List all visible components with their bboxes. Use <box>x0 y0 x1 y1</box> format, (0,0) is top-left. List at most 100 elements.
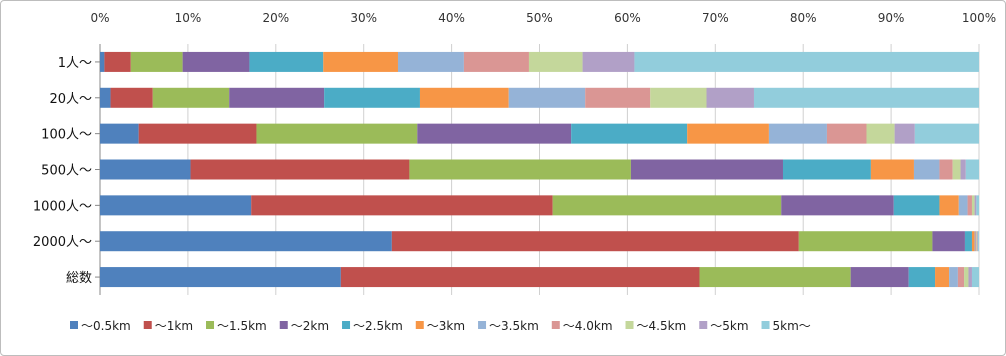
bar-segment <box>571 123 688 144</box>
bar-segment <box>582 51 635 72</box>
x-tick-label: 10% <box>175 11 202 25</box>
bar-segment <box>190 159 410 180</box>
bar-segment <box>256 123 418 144</box>
x-tick-label: 40% <box>438 11 465 25</box>
bar-segment <box>324 87 420 108</box>
bar-segment <box>251 195 553 216</box>
bar-segment <box>630 159 783 180</box>
legend-item: ～5km <box>699 319 749 333</box>
legend-swatch <box>206 321 215 329</box>
category-label: 1人～ <box>58 56 92 71</box>
x-axis-tick-labels: 0% 10% 20% 30% 40% 50% 60% 70% 80% 90% 100% <box>90 11 996 25</box>
bar-segment <box>419 87 509 108</box>
bar-segment <box>949 267 958 288</box>
bar-segment <box>939 159 953 180</box>
x-tick-label: 20% <box>262 11 289 25</box>
bar-segment <box>976 195 979 216</box>
legend-swatch <box>415 321 424 329</box>
bar-segment <box>908 267 936 288</box>
legend-label: 5km～ <box>773 319 811 333</box>
category-label: 1000人～ <box>33 199 92 214</box>
bar-segment <box>391 231 799 252</box>
category-label: 100人～ <box>41 128 92 143</box>
legend-item: ～2.5km <box>342 319 403 333</box>
legend-label: ～5km <box>710 319 748 333</box>
legend-item: ～1km <box>143 319 193 333</box>
bar-segment <box>340 267 700 288</box>
legend-swatch <box>761 321 770 329</box>
legend-item: 5km～ <box>761 319 811 333</box>
bar-segment <box>913 159 940 180</box>
legend-swatch <box>279 321 288 329</box>
bar-segment <box>249 51 324 72</box>
bar-segment <box>138 123 257 144</box>
legend-label: ～3.5km <box>489 319 539 333</box>
bar-segment <box>768 123 827 144</box>
legend-swatch <box>143 321 152 329</box>
legend-item: ～2km <box>279 319 329 333</box>
bar-segment <box>965 159 979 180</box>
legend-item: ～0.5km <box>70 319 131 333</box>
bar-segment <box>634 51 979 72</box>
bar-segment <box>782 159 871 180</box>
x-tick-label: 90% <box>878 11 905 25</box>
bar-segment <box>650 87 707 108</box>
bar-segment <box>964 267 969 288</box>
legend-item: ～3km <box>415 319 465 333</box>
bar-segment <box>100 195 252 216</box>
bar-segment <box>870 159 914 180</box>
bar-segment <box>971 267 979 288</box>
bar-segment <box>798 231 933 252</box>
bar-segment <box>699 267 851 288</box>
x-tick-label: 80% <box>790 11 817 25</box>
legend-label: ～4.0km <box>563 319 613 333</box>
bar-segment <box>976 231 978 252</box>
x-tick-label: 50% <box>526 11 553 25</box>
bar-segment <box>687 123 769 144</box>
legend-label: ～1km <box>155 319 193 333</box>
bar-segment <box>585 87 651 108</box>
bar-segment <box>100 123 139 144</box>
bar-segment <box>706 87 754 108</box>
legend-item: ～3.5km <box>478 319 539 333</box>
bar-segment <box>935 267 950 288</box>
bar-segment <box>971 195 975 216</box>
bar-segment <box>409 159 631 180</box>
bar-segment <box>508 87 586 108</box>
bar-segment <box>100 159 191 180</box>
bar-segment <box>894 123 915 144</box>
legend-swatch <box>342 321 351 329</box>
bar-segment <box>975 231 977 252</box>
legend-label: ～2km <box>291 319 329 333</box>
bar-segment <box>323 51 398 72</box>
x-tick-label: 70% <box>702 11 729 25</box>
legend-label: ～1.5km <box>217 319 267 333</box>
legend-swatch <box>70 321 78 329</box>
bar-segment <box>397 51 464 72</box>
legend-item: ～4.5km <box>625 319 686 333</box>
bar-segment <box>893 195 940 216</box>
x-tick-label: 0% <box>90 11 109 25</box>
legend-swatch <box>551 321 560 329</box>
bar-segment <box>100 231 392 252</box>
category-label: 20人～ <box>49 92 92 107</box>
legend-label: ～0.5km <box>81 319 131 333</box>
bar-segment <box>932 231 965 252</box>
bar-segment <box>974 231 976 252</box>
bar-segment <box>781 195 894 216</box>
legend-swatch <box>625 321 634 329</box>
legend-item: ～4.0km <box>551 319 613 333</box>
x-tick-label: 30% <box>350 11 377 25</box>
legend: ～0.5km ～1km ～1.5km ～2km ～2.5km ～3km ～3.5km ～4.0… <box>70 319 811 333</box>
bar-segment <box>967 195 972 216</box>
legend-label: ～2.5km <box>353 319 403 333</box>
category-label: 500人～ <box>41 164 92 179</box>
bar-segment <box>130 51 183 72</box>
bar-segment <box>850 267 909 288</box>
bar-segment <box>110 87 153 108</box>
bar-segment <box>104 51 131 72</box>
legend-swatch <box>478 321 487 329</box>
bar-segment <box>753 87 979 108</box>
bar-segment <box>958 195 968 216</box>
